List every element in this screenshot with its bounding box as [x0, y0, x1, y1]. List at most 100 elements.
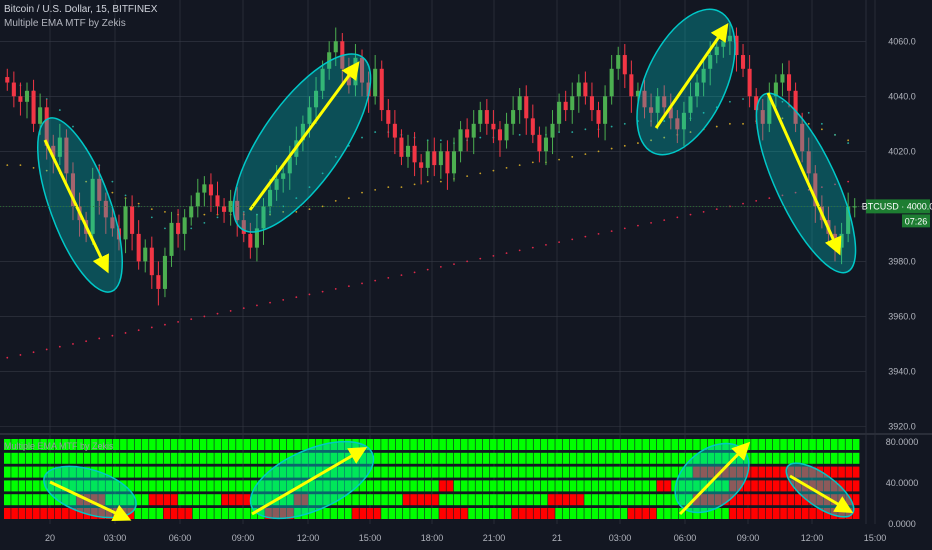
mtf-cell	[149, 439, 156, 450]
mtf-cell	[845, 466, 853, 478]
mtf-cell	[279, 452, 287, 464]
sub-y-tick-label: 40.0000	[886, 478, 919, 488]
mtf-cell	[221, 494, 229, 506]
mtf-cell	[236, 494, 243, 506]
ema-mid-point	[729, 122, 731, 125]
candle-body	[38, 107, 43, 124]
mtf-cell	[772, 508, 780, 519]
mtf-cell	[707, 494, 715, 506]
candle-body	[497, 129, 503, 141]
mtf-cell	[40, 494, 47, 506]
mtf-cell	[199, 480, 207, 492]
x-tick-label: 15:00	[359, 533, 382, 543]
mtf-cell	[163, 452, 171, 464]
mtf-cell	[722, 466, 729, 478]
ema-fast-point	[847, 142, 850, 144]
mtf-cell	[736, 466, 744, 478]
candle-body	[635, 90, 640, 97]
mtf-cell	[548, 480, 555, 492]
mtf-cell	[134, 494, 142, 506]
ema-mid-point	[203, 213, 206, 216]
mtf-cell	[105, 494, 113, 506]
mtf-cell	[526, 508, 533, 519]
mtf-cell	[533, 452, 541, 464]
mtf-cell	[656, 480, 664, 492]
mtf-cell	[838, 452, 845, 464]
mtf-cell	[11, 466, 18, 478]
last-price-text: BTCUSD · 4000.0	[862, 201, 932, 211]
candle-body	[655, 96, 660, 113]
mtf-cell	[809, 466, 816, 478]
mtf-cell	[671, 439, 679, 450]
mtf-cell	[453, 466, 461, 478]
mtf-cell	[228, 452, 236, 464]
ema-mid-point	[321, 205, 324, 208]
chart-title[interactable]: Bitcoin / U.S. Dollar, 15, BITFINEX	[4, 4, 158, 15]
candle-body	[399, 137, 404, 157]
ema-slow-point	[689, 213, 692, 216]
mtf-cell	[76, 439, 84, 450]
sub-indicator-legend[interactable]: Multiple EMA MTF by Zekis	[4, 441, 114, 451]
mtf-cell	[127, 494, 134, 506]
mtf-cell	[120, 452, 127, 464]
ema-slow-point	[256, 304, 258, 307]
time-axis[interactable]: 20 03:00 06:00 09:00 12:00 15:00 18:00 21:00 21 0…	[45, 533, 886, 543]
candle-body	[609, 68, 614, 97]
candle-body	[563, 101, 568, 111]
mtf-cell	[627, 439, 635, 450]
mtf-cell	[257, 452, 265, 464]
mtf-cell	[286, 452, 294, 464]
mtf-cell	[25, 494, 33, 506]
mtf-cell	[424, 452, 432, 464]
mtf-cell	[127, 466, 134, 478]
mtf-cell	[294, 452, 301, 464]
mtf-cell	[852, 494, 860, 506]
mtf-cell	[555, 466, 562, 478]
candle-body	[727, 35, 732, 42]
mtf-cell	[671, 452, 679, 464]
mtf-cell	[758, 439, 766, 450]
candle-body	[642, 90, 647, 108]
candle-body	[241, 220, 246, 234]
mtf-cell	[787, 439, 795, 450]
y-tick-label: 4040.0	[888, 91, 916, 101]
mtf-cell	[11, 452, 18, 464]
mtf-cell	[526, 439, 533, 450]
mtf-cell	[627, 508, 635, 519]
mtf-cell	[649, 466, 657, 478]
mtf-cell	[221, 439, 229, 450]
mtf-cell	[388, 466, 396, 478]
mtf-cell	[664, 466, 671, 478]
mtf-cell	[685, 466, 693, 478]
mtf-cell	[656, 452, 664, 464]
ema-fast-point	[571, 131, 574, 133]
mtf-cell	[714, 452, 722, 464]
x-tick-label: 21:00	[483, 533, 506, 543]
mtf-cell	[395, 508, 403, 519]
mtf-cell	[613, 452, 621, 464]
x-tick-label: 18:00	[421, 533, 444, 543]
mtf-cell	[294, 508, 301, 519]
mtf-cell	[163, 508, 171, 519]
mtf-cell	[221, 452, 229, 464]
mtf-cell	[83, 480, 91, 492]
candle-body	[589, 96, 594, 111]
mtf-cell	[170, 439, 178, 450]
mtf-cell	[192, 508, 200, 519]
mtf-cell	[830, 480, 838, 492]
mtf-cell	[301, 508, 309, 519]
candle-body	[136, 233, 141, 262]
ema-slow-point	[387, 277, 390, 279]
mtf-cell	[120, 494, 127, 506]
ema-slow-point	[571, 238, 574, 241]
mtf-cell	[453, 452, 461, 464]
mtf-cell	[83, 466, 91, 478]
mtf-cell	[134, 466, 142, 478]
mtf-cell	[439, 480, 446, 492]
mtf-cell	[337, 480, 345, 492]
indicator-legend[interactable]: Multiple EMA MTF by Zekis	[4, 18, 126, 29]
mtf-cell	[714, 480, 722, 492]
mtf-cell	[852, 452, 860, 464]
mtf-cell	[199, 508, 207, 519]
